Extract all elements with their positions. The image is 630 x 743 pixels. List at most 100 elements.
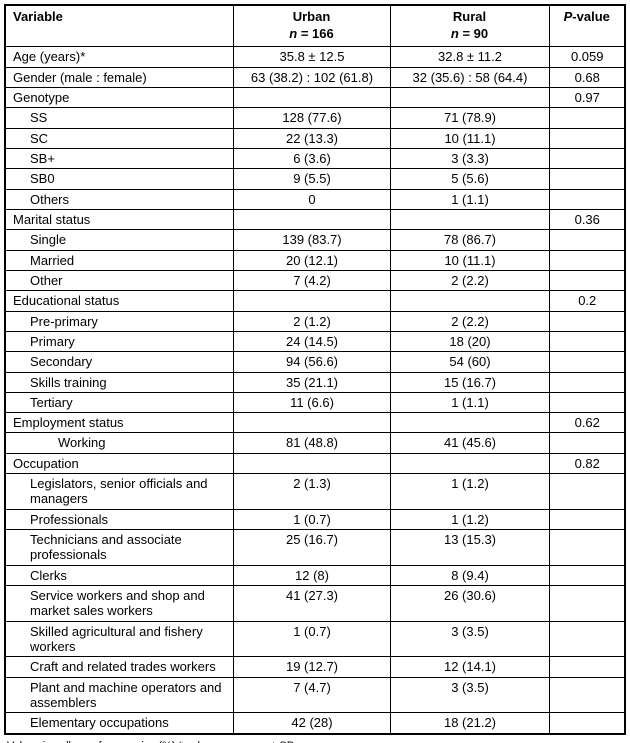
table-row: Skilled agricultural and fishery workers… (4, 620, 626, 658)
pvalue-cell (548, 712, 626, 735)
urban-value-cell: 35 (21.1) (232, 371, 391, 393)
header-urban-title: Urban (292, 9, 331, 24)
table-row: Professionals 1 (0.7) 1 (1.2) (4, 508, 626, 531)
pvalue-cell: 0.36 (548, 208, 626, 231)
table-body: Age (years)* 35.8 ± 12.5 32.8 ± 11.2 0.059 G… (4, 46, 626, 735)
rural-value-cell (389, 86, 550, 109)
urban-value-cell: 20 (12.1) (232, 249, 391, 271)
urban-value-cell: 42 (28) (232, 712, 391, 735)
row-label: Genotype (4, 86, 234, 109)
table-row: Technicians and associate professionals 2… (4, 529, 626, 566)
row-label: Primary (4, 330, 234, 353)
pvalue-cell: 0.059 (548, 46, 626, 68)
urban-value-cell (232, 452, 391, 475)
pvalue-cell (548, 168, 626, 190)
row-label: Educational status (4, 290, 234, 312)
table-row: Craft and related trades workers 19 (12.7… (4, 656, 626, 678)
header-row: Variable Urban n = 166 Rural n = 90 P-va… (4, 4, 626, 48)
rural-value-cell: 5 (5.6) (389, 168, 550, 190)
rural-value-cell: 54 (60) (389, 351, 550, 373)
rural-value-cell: 32 (35.6) : 58 (64.4) (389, 66, 550, 88)
rural-value-cell: 1 (1.1) (389, 188, 550, 210)
pvalue-cell: 0.97 (548, 86, 626, 109)
rural-value-cell: 3 (3.5) (389, 676, 550, 714)
table-row: Clerks 12 (8) 8 (9.4) (4, 564, 626, 587)
header-urban-n-symbol: n (289, 25, 298, 41)
rural-value-cell: 71 (78.9) (389, 107, 550, 129)
table-row: Service workers and shop and market sale… (4, 585, 626, 622)
pvalue-cell (548, 432, 626, 454)
table-row: Working 81 (48.8) 41 (45.6) (4, 432, 626, 454)
pvalue-cell (548, 620, 626, 658)
table-row: Pre-primary 2 (1.2) 2 (2.2) (4, 310, 626, 332)
urban-value-cell: 35.8 ± 12.5 (232, 46, 391, 68)
table-row: SC 22 (13.3) 10 (11.1) (4, 127, 626, 149)
urban-value-cell (232, 86, 391, 109)
rural-value-cell: 8 (9.4) (389, 564, 550, 587)
urban-value-cell: 2 (1.2) (232, 310, 391, 332)
table-row: Educational status 0.2 (4, 290, 626, 312)
rural-value-cell: 41 (45.6) (389, 432, 550, 454)
rural-value-cell: 12 (14.1) (389, 656, 550, 678)
urban-value-cell: 12 (8) (232, 564, 391, 587)
header-variable: Variable (4, 4, 234, 48)
table-row: SB0 9 (5.5) 5 (5.6) (4, 168, 626, 190)
urban-value-cell (232, 208, 391, 231)
table-row: Employment status 0.62 (4, 412, 626, 434)
pvalue-cell (548, 676, 626, 714)
urban-value-cell: 6 (3.6) (232, 147, 391, 170)
rural-value-cell: 3 (3.3) (389, 147, 550, 170)
urban-value-cell: 22 (13.3) (232, 127, 391, 149)
pvalue-cell (548, 330, 626, 353)
row-label: SS (4, 107, 234, 129)
pvalue-cell: 0.2 (548, 290, 626, 312)
table-row: Genotype 0.97 (4, 86, 626, 109)
row-label: SB0 (4, 168, 234, 190)
urban-value-cell: 9 (5.5) (232, 168, 391, 190)
table-row: Tertiary 11 (6.6) 1 (1.1) (4, 391, 626, 414)
urban-value-cell: 81 (48.8) (232, 432, 391, 454)
rural-value-cell (389, 290, 550, 312)
pvalue-cell: 0.62 (548, 412, 626, 434)
rural-value-cell: 10 (11.1) (389, 127, 550, 149)
table-row: Elementary occupations 42 (28) 18 (21.2) (4, 712, 626, 735)
row-label: Married (4, 249, 234, 271)
row-label: Plant and machine operators and assemble… (4, 676, 234, 714)
pvalue-cell: 0.68 (548, 66, 626, 88)
rural-value-cell: 1 (1.2) (389, 508, 550, 531)
urban-value-cell: 7 (4.2) (232, 269, 391, 292)
row-label: Other (4, 269, 234, 292)
urban-value-cell: 25 (16.7) (232, 529, 391, 566)
demographics-table: Variable Urban n = 166 Rural n = 90 P-va… (4, 4, 626, 735)
table-row: Plant and machine operators and assemble… (4, 676, 626, 714)
urban-value-cell: 94 (56.6) (232, 351, 391, 373)
row-label: Occupation (4, 452, 234, 475)
urban-value-cell: 1 (0.7) (232, 508, 391, 531)
table-row: Primary 24 (14.5) 18 (20) (4, 330, 626, 353)
pvalue-cell (548, 107, 626, 129)
urban-value-cell: 11 (6.6) (232, 391, 391, 414)
urban-value-cell: 1 (0.7) (232, 620, 391, 658)
table-row: Single 139 (83.7) 78 (86.7) (4, 229, 626, 251)
urban-value-cell: 2 (1.3) (232, 473, 391, 510)
pvalue-cell (548, 310, 626, 332)
urban-value-cell: 139 (83.7) (232, 229, 391, 251)
pvalue-cell (548, 564, 626, 587)
row-label: Technicians and associate professionals (4, 529, 234, 566)
urban-value-cell: 24 (14.5) (232, 330, 391, 353)
pvalue-cell (548, 371, 626, 393)
pvalue-cell: 0.82 (548, 452, 626, 475)
footnote-values-note: Values in cells are frequencies (%) * va… (7, 739, 623, 743)
row-label: Employment status (4, 412, 234, 434)
pvalue-cell (548, 249, 626, 271)
row-label: SC (4, 127, 234, 149)
rural-value-cell: 32.8 ± 11.2 (389, 46, 550, 68)
table-row: Others 0 1 (1.1) (4, 188, 626, 210)
header-pvalue-symbol: P (563, 9, 573, 24)
rural-value-cell: 78 (86.7) (389, 229, 550, 251)
row-label: Professionals (4, 508, 234, 531)
rural-value-cell: 18 (21.2) (389, 712, 550, 735)
pvalue-cell (548, 473, 626, 510)
pvalue-cell (548, 147, 626, 170)
